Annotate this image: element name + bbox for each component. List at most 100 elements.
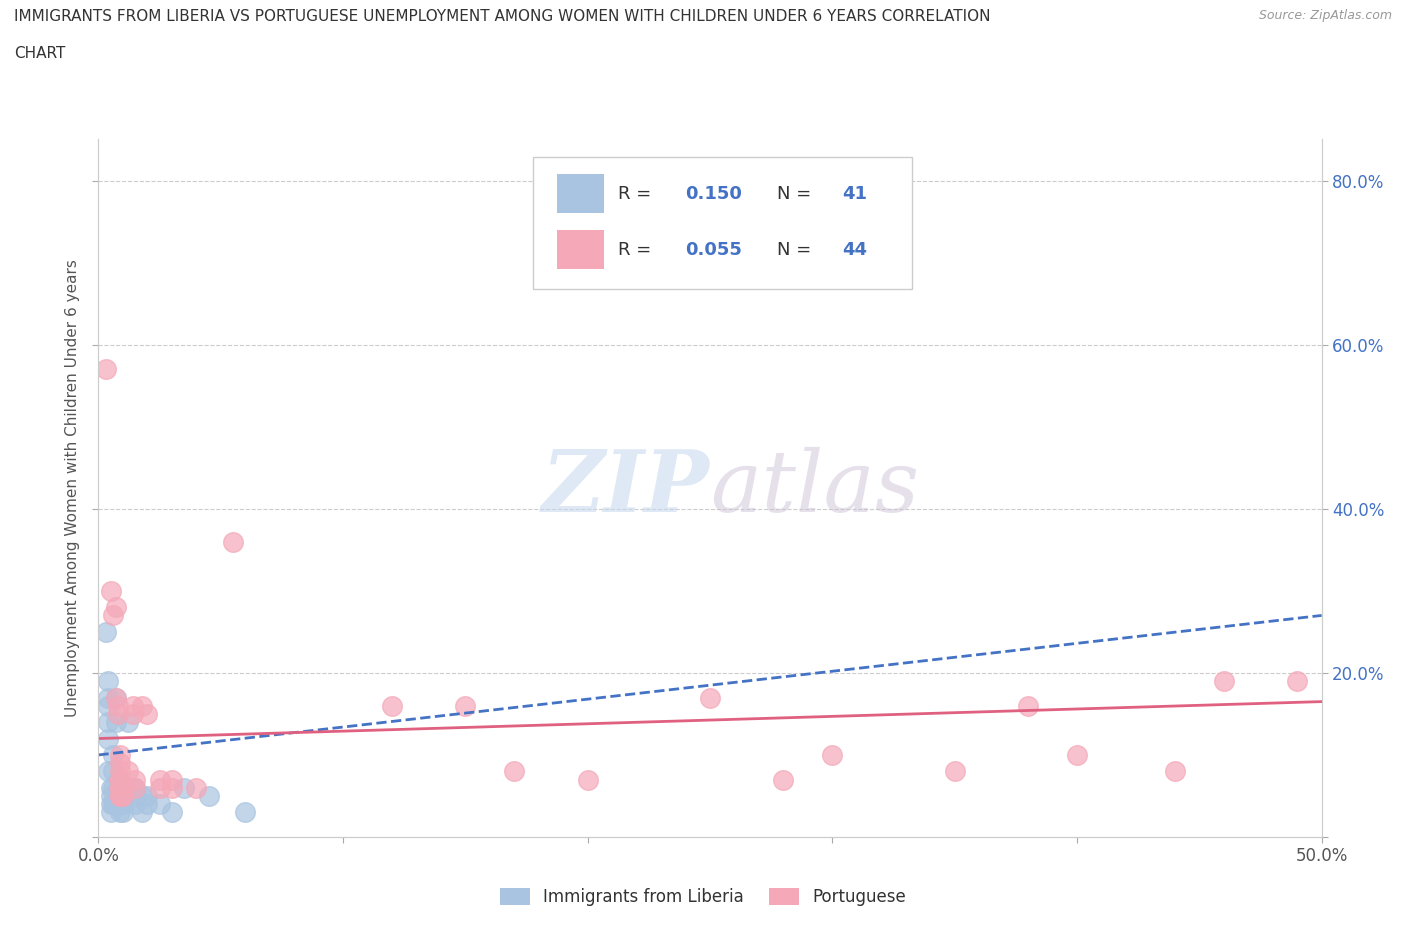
Point [160, 780, 183, 795]
Point [136, 789, 159, 804]
Point [1017, 698, 1039, 713]
Point [107, 780, 129, 795]
Point [107, 707, 129, 722]
Point [699, 690, 721, 705]
Y-axis label: Unemployment Among Women with Children Under 6 years: Unemployment Among Women with Children U… [65, 259, 80, 717]
Point [121, 698, 143, 713]
Point [160, 805, 183, 820]
Point [503, 764, 526, 778]
Point [100, 583, 122, 598]
Point [104, 789, 127, 804]
Text: atlas: atlas [710, 447, 920, 529]
Point [97, 764, 120, 778]
Text: Source: ZipAtlas.com: Source: ZipAtlas.com [1258, 9, 1392, 22]
Point [1164, 764, 1187, 778]
Point [97, 731, 120, 746]
Bar [557, 174, 603, 213]
Point [233, 805, 256, 820]
Point [101, 748, 124, 763]
Point [136, 797, 159, 812]
Point [107, 797, 129, 812]
Point [160, 772, 183, 787]
Point [117, 714, 139, 729]
Point [100, 797, 122, 812]
Point [101, 764, 124, 778]
Point [104, 714, 127, 729]
Point [149, 797, 172, 812]
Text: 41: 41 [842, 185, 868, 203]
Point [136, 707, 159, 722]
Point [1212, 673, 1234, 688]
Point [186, 780, 208, 795]
Text: 0.150: 0.150 [686, 185, 742, 203]
Point [97, 673, 120, 688]
Point [124, 797, 146, 812]
Point [121, 707, 143, 722]
Point [101, 608, 124, 623]
Point [111, 789, 134, 804]
Point [381, 698, 404, 713]
Text: N =: N = [778, 185, 817, 203]
Point [110, 772, 132, 787]
Point [124, 772, 146, 787]
Point [97, 714, 120, 729]
Point [101, 780, 124, 795]
Point [94, 624, 117, 639]
Point [110, 797, 132, 812]
Point [1066, 748, 1088, 763]
Point [131, 805, 153, 820]
Point [104, 600, 127, 615]
Point [111, 789, 134, 804]
Point [97, 690, 120, 705]
Text: 0.055: 0.055 [686, 241, 742, 259]
Point [110, 764, 132, 778]
Point [111, 797, 134, 812]
Point [94, 362, 117, 377]
Point [576, 772, 599, 787]
Point [111, 805, 134, 820]
Legend: Immigrants from Liberia, Portuguese: Immigrants from Liberia, Portuguese [494, 881, 912, 912]
Point [100, 805, 122, 820]
Point [104, 797, 127, 812]
Text: CHART: CHART [14, 46, 66, 61]
Point [149, 772, 172, 787]
Point [110, 780, 132, 795]
Point [110, 756, 132, 771]
Point [110, 789, 132, 804]
Point [222, 534, 245, 549]
Point [173, 780, 195, 795]
Point [131, 698, 153, 713]
Point [110, 789, 132, 804]
Point [110, 805, 132, 820]
Point [101, 797, 124, 812]
Point [943, 764, 966, 778]
Text: N =: N = [778, 241, 817, 259]
Text: R =: R = [619, 241, 657, 259]
Point [107, 772, 129, 787]
Point [124, 789, 146, 804]
Bar [557, 230, 603, 269]
Point [124, 780, 146, 795]
Point [149, 780, 172, 795]
Point [454, 698, 477, 713]
Point [110, 748, 132, 763]
Point [110, 772, 132, 787]
Point [197, 789, 219, 804]
Point [104, 690, 127, 705]
Point [107, 698, 129, 713]
Point [110, 780, 132, 795]
Text: ZIP: ZIP [543, 446, 710, 530]
Text: IMMIGRANTS FROM LIBERIA VS PORTUGUESE UNEMPLOYMENT AMONG WOMEN WITH CHILDREN UND: IMMIGRANTS FROM LIBERIA VS PORTUGUESE UN… [14, 9, 991, 24]
Point [117, 764, 139, 778]
Point [104, 690, 127, 705]
Text: 44: 44 [842, 241, 868, 259]
Point [124, 780, 146, 795]
Point [131, 789, 153, 804]
Point [107, 789, 129, 804]
FancyBboxPatch shape [533, 157, 912, 289]
Point [1286, 673, 1309, 688]
Point [772, 772, 794, 787]
Point [111, 780, 134, 795]
Point [100, 780, 122, 795]
Text: R =: R = [619, 185, 657, 203]
